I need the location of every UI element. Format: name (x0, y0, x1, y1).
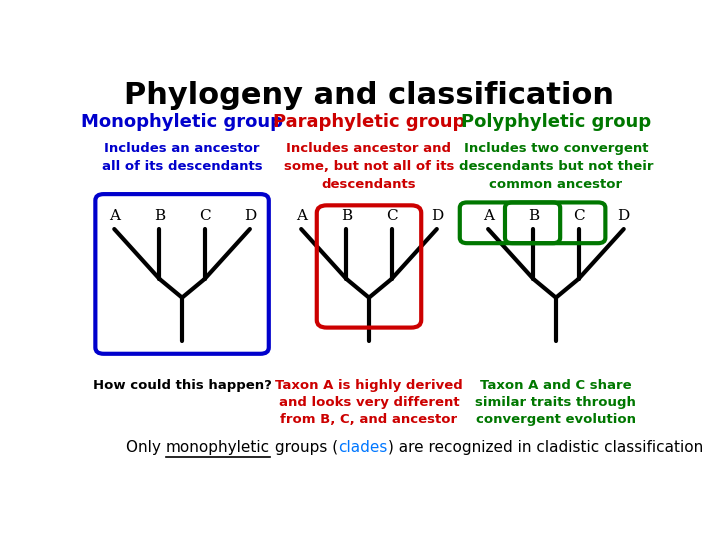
Text: B: B (528, 209, 539, 223)
Text: groups (: groups ( (270, 440, 338, 455)
Text: D: D (431, 209, 443, 223)
Text: Polyphyletic group: Polyphyletic group (461, 113, 651, 131)
Text: Includes two convergent
descendants but not their
common ancestor: Includes two convergent descendants but … (459, 141, 653, 191)
Text: Paraphyletic group: Paraphyletic group (273, 113, 465, 131)
Text: Only: Only (126, 440, 166, 455)
Text: monophyletic: monophyletic (166, 440, 270, 455)
Text: clades: clades (338, 440, 387, 455)
Text: Monophyletic group: Monophyletic group (81, 113, 283, 131)
Text: C: C (199, 209, 210, 223)
Text: B: B (154, 209, 165, 223)
Text: Phylogeny and classification: Phylogeny and classification (124, 82, 614, 111)
Text: C: C (572, 209, 585, 223)
Text: A: A (109, 209, 120, 223)
Text: Taxon A and C share
similar traits through
convergent evolution: Taxon A and C share similar traits throu… (475, 379, 636, 426)
Text: B: B (341, 209, 352, 223)
Text: Taxon A is highly derived
and looks very different
from B, C, and ancestor: Taxon A is highly derived and looks very… (275, 379, 463, 426)
Text: ) are recognized in cladistic classification: ) are recognized in cladistic classifica… (387, 440, 703, 455)
Text: D: D (244, 209, 256, 223)
Text: Includes ancestor and
some, but not all of its
descendants: Includes ancestor and some, but not all … (284, 141, 454, 191)
Text: How could this happen?: How could this happen? (93, 379, 271, 392)
Text: Includes an ancestor
all of its descendants: Includes an ancestor all of its descenda… (102, 141, 262, 173)
Text: D: D (618, 209, 630, 223)
Text: C: C (386, 209, 397, 223)
Text: A: A (296, 209, 307, 223)
Text: A: A (482, 209, 494, 223)
